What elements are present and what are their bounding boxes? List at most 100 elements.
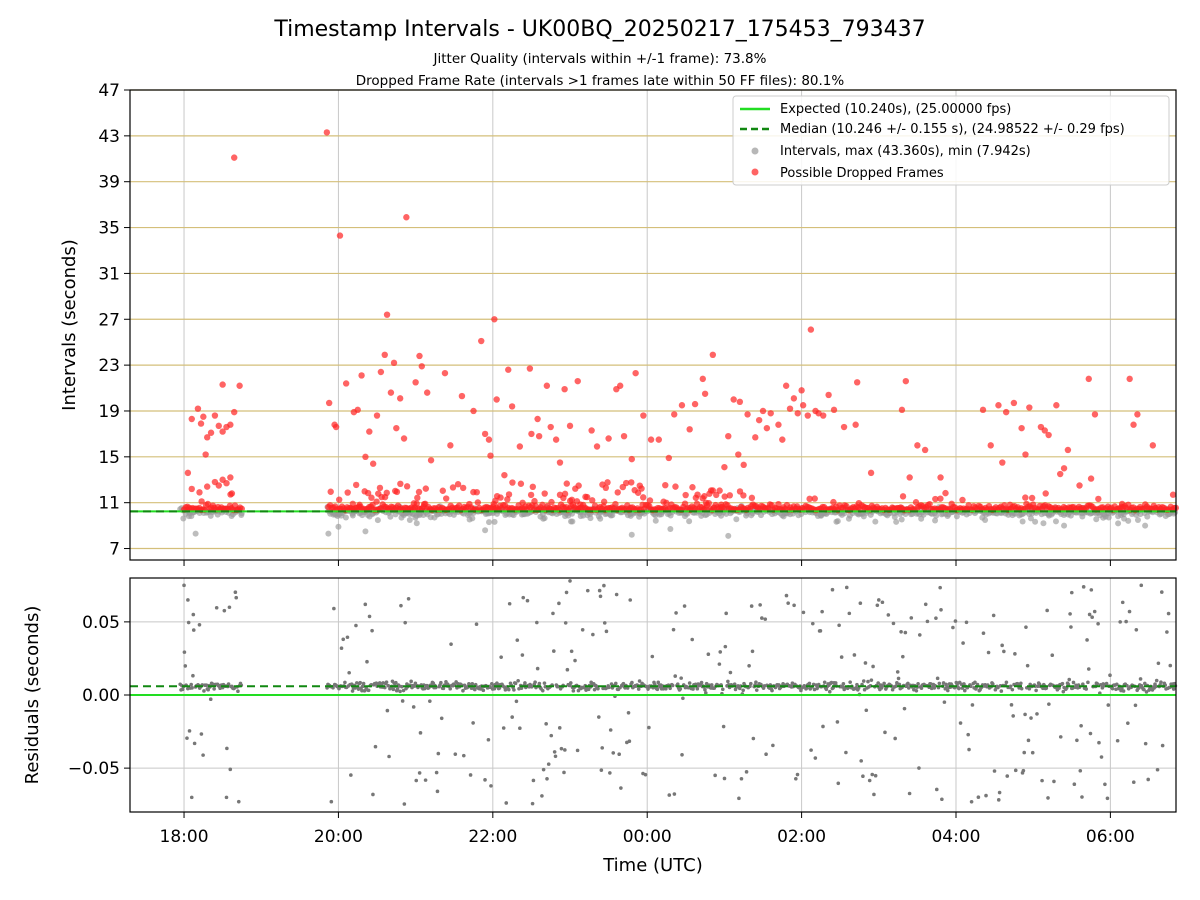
dropped-frame-point [763, 424, 771, 432]
residual-point [837, 623, 841, 628]
residual-point [1024, 625, 1028, 629]
residual-point [1019, 686, 1024, 691]
residual-point [439, 680, 443, 685]
dropped-frame-point [215, 422, 222, 430]
dropped-frame-point [775, 500, 782, 508]
residual-point [996, 685, 1000, 690]
dropped-frame-point [459, 484, 467, 492]
residual-point [1079, 723, 1083, 728]
dropped-frame-point [725, 432, 732, 440]
residual-point [510, 715, 514, 719]
dropped-frame-point [694, 491, 701, 498]
residual-point [1069, 590, 1074, 595]
residual-point [599, 768, 604, 772]
dropped-frame-point [701, 390, 709, 397]
residual-point [933, 683, 937, 688]
dropped-frame-point [825, 391, 832, 399]
dropped-frame-point [403, 214, 410, 221]
time-x-tick-label: 02:00 [777, 827, 826, 847]
dropped-frame-point [616, 382, 624, 389]
dropped-frame-point [568, 496, 576, 503]
residual-point [384, 680, 389, 684]
dropped-frame-point [236, 382, 243, 389]
residual-point [439, 716, 444, 721]
residual-point [481, 688, 486, 693]
residual-point [189, 795, 194, 800]
dropped-frame-point [454, 481, 462, 488]
residual-point [540, 688, 545, 693]
dropped-frame-point [1149, 442, 1157, 449]
residual-point [750, 649, 755, 654]
residual-point [744, 770, 749, 774]
dropped-frame-point [995, 402, 1002, 409]
dropped-frame-point [485, 436, 493, 443]
dropped-frame-point [811, 495, 818, 502]
residual-point [646, 687, 650, 691]
interval-point [325, 530, 332, 537]
residual-point [867, 778, 872, 783]
residual-point [925, 619, 930, 624]
residual-point [365, 659, 369, 664]
residual-point [191, 612, 196, 617]
residual-point [411, 705, 416, 709]
residual-point [402, 802, 407, 806]
dropped-frame-point [921, 446, 929, 454]
interval-point [628, 531, 635, 538]
interval-point [541, 515, 548, 522]
residual-point [901, 654, 905, 659]
dropped-frame-point [709, 351, 717, 359]
residual-point [1121, 689, 1126, 693]
residual-point [568, 681, 573, 685]
dropped-frame-point [786, 405, 794, 412]
residual-point [514, 699, 519, 704]
residual-point [717, 662, 722, 666]
time-x-ticks: 18:00 20:00 22:00 00:00 02:00 04:00 06:00 [160, 812, 1135, 847]
residual-point [549, 733, 554, 738]
interval-point [374, 517, 381, 524]
dropped-frame-point [799, 402, 807, 409]
residual-point [709, 683, 714, 687]
residual-point [483, 778, 487, 782]
residual-point [906, 681, 910, 686]
residual-point [486, 737, 491, 742]
residual-point [525, 598, 530, 603]
residual-point [1058, 735, 1063, 739]
dropped-frame-point [790, 395, 798, 402]
residual-point [614, 592, 619, 597]
residual-point [329, 799, 334, 804]
dropped-frame-point [487, 452, 494, 459]
residual-point [499, 655, 503, 659]
dropped-frame-point [439, 487, 446, 494]
dropped-frame-point [397, 480, 404, 488]
interval-point [982, 516, 989, 523]
residual-point [542, 681, 547, 685]
interval-point [486, 519, 493, 526]
dropped-frame-point [403, 483, 411, 490]
residual-point [180, 687, 185, 692]
residual-point [1026, 738, 1031, 743]
residual-point [1035, 712, 1039, 716]
residual-point [191, 673, 195, 678]
residual-point [919, 686, 924, 690]
dropped-frame-point [231, 408, 238, 416]
residual-point [1097, 740, 1101, 745]
residual-point [946, 688, 950, 693]
residual-point [643, 772, 648, 777]
dropped-frame-point [541, 490, 548, 497]
residual-point [818, 629, 823, 633]
residual-point [909, 616, 914, 620]
residual-point [706, 652, 711, 657]
dropped-frame-point [381, 351, 388, 359]
residual-point [362, 689, 367, 693]
residual-point [902, 706, 907, 711]
interval-point [1115, 520, 1122, 527]
residual-point [883, 730, 887, 735]
dropped-frame-point [721, 493, 728, 500]
residuals-panel: 0.05 0.00 −0.05 18:00 20:00 22:00 00:00 02:00 0… [22, 577, 1178, 876]
dropped-frame-point [198, 498, 205, 505]
residual-point [1142, 687, 1146, 692]
residual-point [1171, 687, 1176, 691]
residual-point [608, 771, 612, 775]
residual-point [955, 682, 959, 686]
residual-point [401, 688, 406, 693]
